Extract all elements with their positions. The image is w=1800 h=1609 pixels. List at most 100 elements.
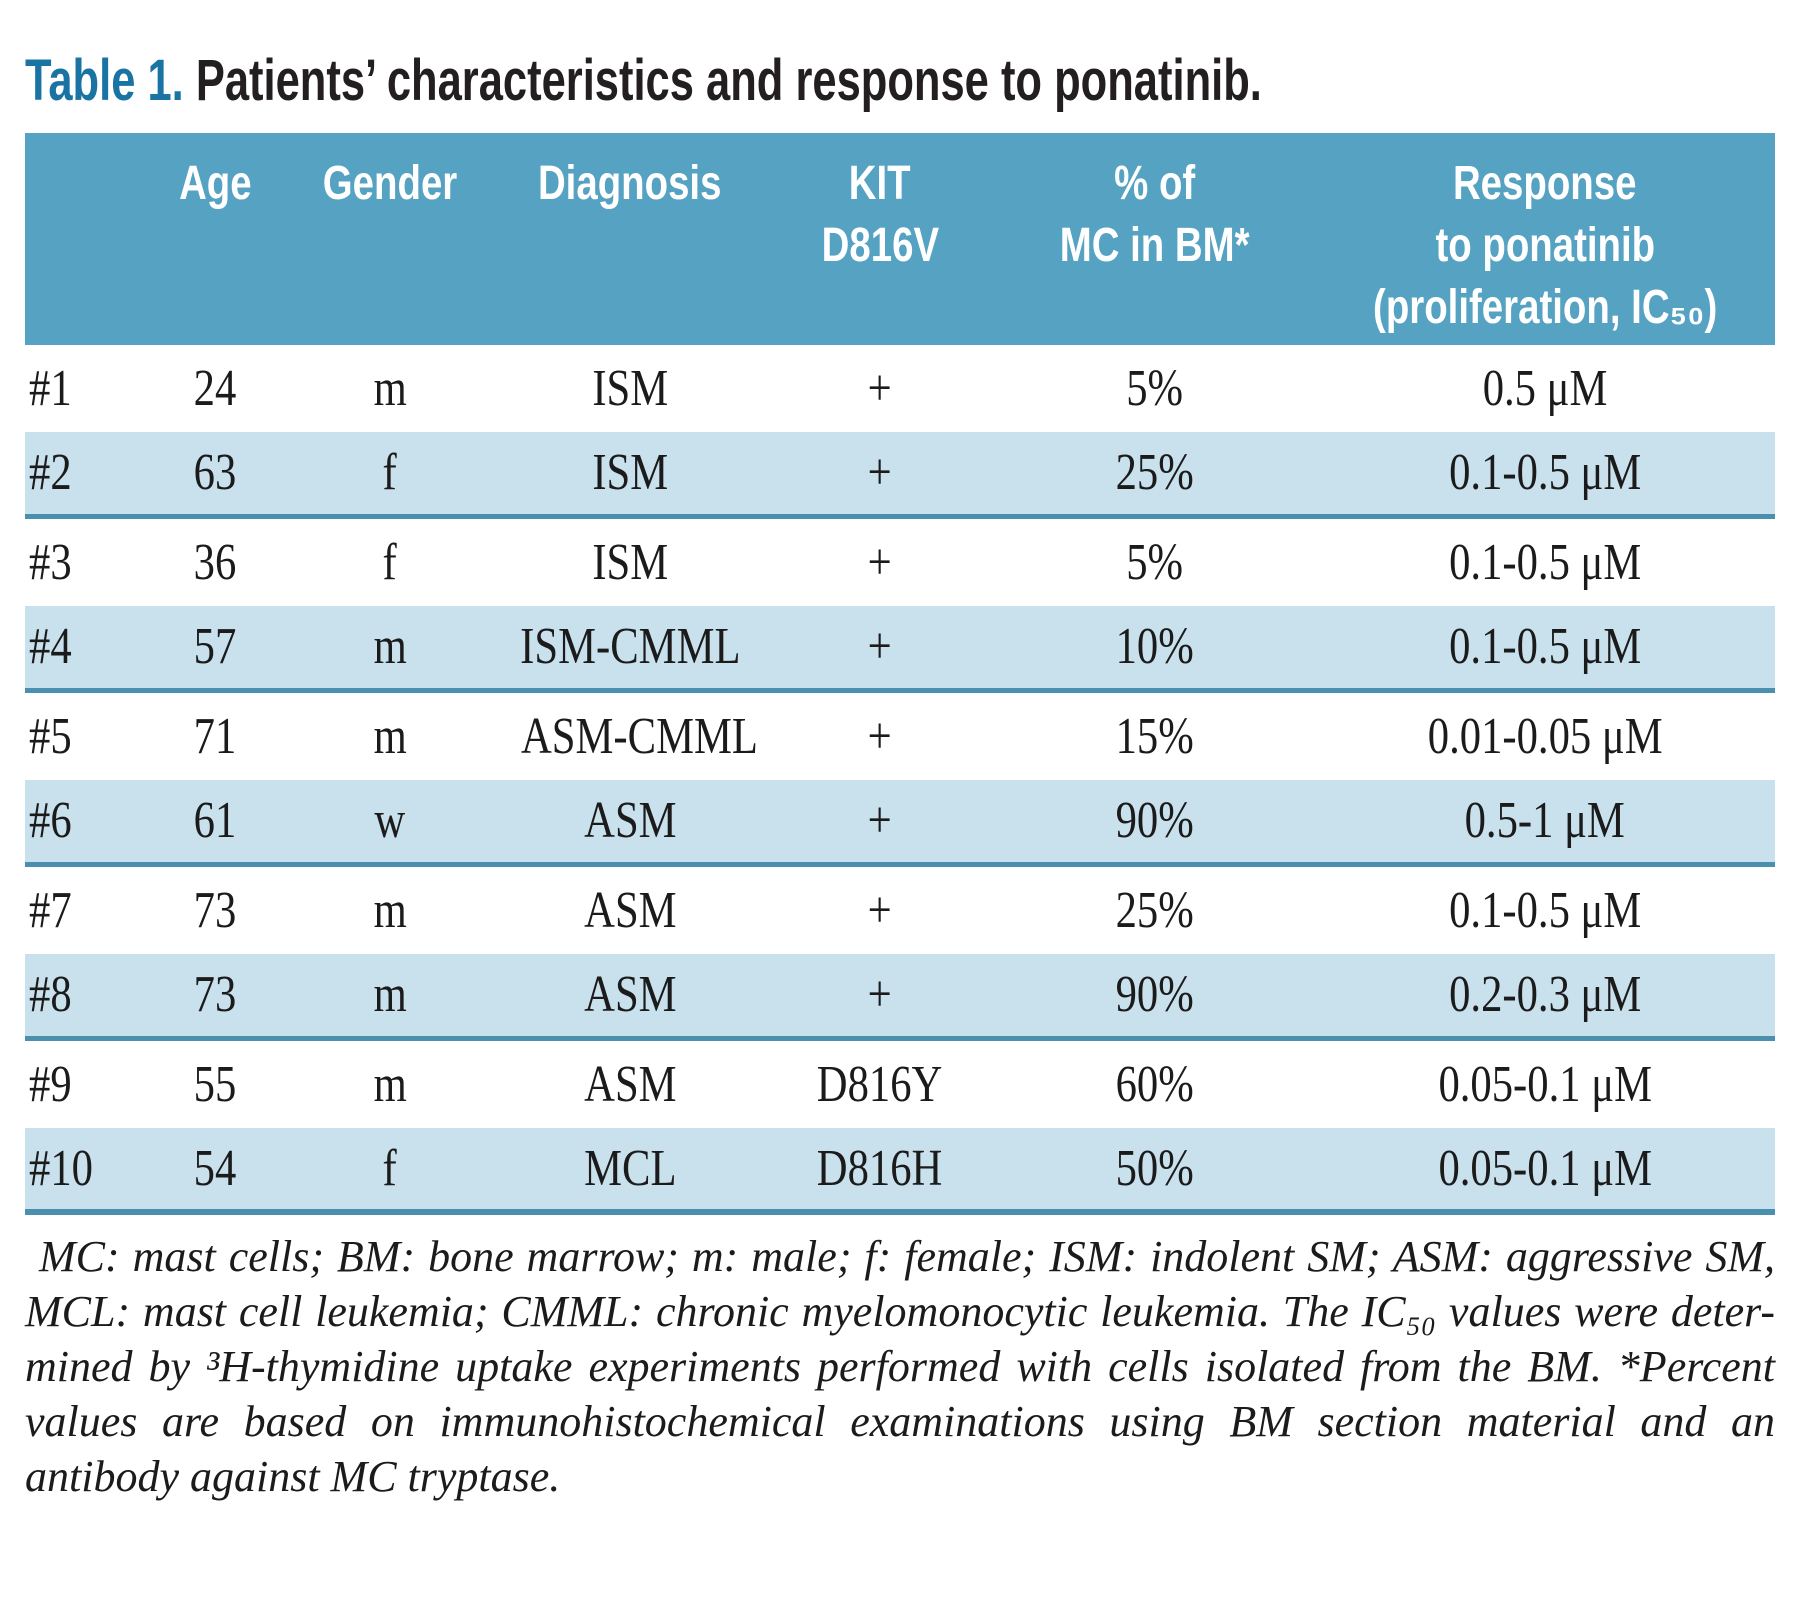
cell-patient-id: #10 (25, 1142, 145, 1195)
footnote-line: values are based on immunohistochemical … (25, 1397, 1775, 1446)
cell-mc-percent: 50% (995, 1139, 1315, 1197)
cell-diagnosis: ASM (495, 1058, 765, 1111)
footnote-line: MC: mast cells; BM: bone marrow; m: male… (39, 1232, 1775, 1281)
cell-age: 73 (145, 884, 285, 937)
cell-text: 10% (1115, 618, 1195, 675)
cell-kit: + (765, 621, 995, 673)
cell-age: 73 (145, 969, 285, 1021)
cell-diagnosis: ISM (495, 362, 765, 415)
cell-gender: m (285, 362, 495, 415)
cell-patient-id: #7 (25, 884, 145, 937)
cell-response: 0.1-0.5 μM (1315, 447, 1775, 499)
cell-patient-id: #9 (25, 1055, 145, 1113)
col-header-patient-id (25, 153, 145, 345)
footnote-line: antibody against MC tryptase. (25, 1452, 561, 1501)
cell-text: m (373, 707, 407, 765)
cell-age: 54 (145, 1139, 285, 1197)
cell-text: #2 (29, 444, 72, 501)
cell-mc-percent: 60% (995, 1055, 1315, 1113)
cell-text: + (867, 359, 893, 417)
cell-text: ASM (583, 966, 677, 1023)
cell-response: 0.1-0.5 μM (1315, 621, 1775, 673)
cell-text: 60% (1115, 1055, 1195, 1113)
cell-text: ISM-CMML (519, 618, 741, 675)
cell-text: ASM (583, 792, 677, 849)
cell-gender: m (285, 884, 495, 937)
cell-text: 0.05-0.1 μM (1438, 1139, 1652, 1197)
cell-text: 36 (193, 533, 237, 591)
cell-diagnosis: ISM (495, 536, 765, 589)
cell-text: #5 (29, 707, 72, 765)
table-row: #1 24 m ISM + 5% 0.5 μM (25, 345, 1775, 432)
col-header-line: % of (1114, 157, 1196, 210)
cell-text: + (867, 444, 893, 501)
cell-diagnosis: ASM (495, 884, 765, 937)
cell-age: 36 (145, 533, 285, 591)
cell-text: 50% (1115, 1139, 1195, 1197)
table-row: #8 73 m ASM + 90% 0.2-0.3 μM (25, 954, 1775, 1041)
cell-text: ASM-CMML (521, 707, 758, 765)
table-title-text: Patients’ characteristics and response t… (183, 48, 1262, 113)
cell-patient-id: #8 (25, 969, 145, 1021)
cell-text: #4 (29, 618, 72, 675)
cell-text: + (867, 881, 893, 939)
cell-text: MCL (583, 1139, 677, 1197)
col-header-mc-percent: % of MC in BM* (995, 153, 1315, 345)
cell-text: m (373, 618, 407, 675)
col-header-kit-d816v: KIT D816V (765, 153, 995, 345)
cell-text: + (867, 792, 893, 849)
cell-age: 63 (145, 447, 285, 499)
cell-text: 0.1-0.5 μM (1448, 444, 1642, 501)
cell-kit: + (765, 795, 995, 847)
col-header-line: KIT (849, 157, 911, 210)
cell-text: 55 (193, 1055, 237, 1113)
cell-text: #1 (29, 359, 72, 417)
cell-text: D816H (817, 1139, 943, 1197)
cell-response: 0.1-0.5 μM (1315, 884, 1775, 937)
cell-response: 0.2-0.3 μM (1315, 969, 1775, 1021)
table-title: Table 1. Patients’ characteristics and r… (25, 50, 1775, 112)
table-title-inner: Table 1. Patients’ characteristics and r… (25, 50, 1262, 112)
cell-text: D816Y (817, 1055, 943, 1113)
table-row: #9 55 m ASM D816Y 60% 0.05-0.1 μM (25, 1041, 1775, 1128)
col-header-line: to ponatinib (1435, 219, 1655, 272)
cell-kit: + (765, 447, 995, 499)
table-row: #4 57 m ISM-CMML + 10% 0.1-0.5 μM (25, 606, 1775, 693)
cell-gender: f (285, 536, 495, 589)
cell-text: 0.1-0.5 μM (1448, 618, 1642, 675)
cell-text: + (867, 618, 893, 675)
table-row: #10 54 f MCL D816H 50% 0.05-0.1 μM (25, 1128, 1775, 1215)
cell-text: 57 (193, 618, 237, 675)
cell-mc-percent: 25% (995, 881, 1315, 939)
cell-diagnosis: ASM (495, 795, 765, 847)
cell-mc-percent: 90% (995, 795, 1315, 847)
col-header-response: Response to ponatinib (proliferation, IC… (1315, 153, 1775, 345)
cell-text: #9 (29, 1055, 72, 1113)
cell-diagnosis: MCL (495, 1139, 765, 1197)
cell-text: 24 (193, 359, 237, 417)
cell-text: 0.01-0.05 μM (1427, 707, 1663, 765)
cell-patient-id: #6 (25, 795, 145, 847)
cell-patient-id: #4 (25, 621, 145, 673)
cell-response: 0.05-0.1 μM (1315, 1139, 1775, 1197)
cell-text: 5% (1126, 359, 1184, 417)
col-header-gender: Gender (285, 153, 495, 345)
cell-patient-id: #3 (25, 536, 145, 589)
cell-text: 25% (1115, 881, 1195, 939)
col-header-line: MC in BM* (1060, 219, 1250, 272)
col-header-line: D816V (821, 219, 939, 272)
cell-mc-percent: 5% (995, 359, 1315, 417)
cell-text: 61 (193, 792, 237, 849)
cell-kit: + (765, 536, 995, 589)
cell-response: 0.1-0.5 μM (1315, 536, 1775, 589)
cell-text: #6 (29, 792, 72, 849)
cell-kit: + (765, 881, 995, 939)
table-row: #7 73 m ASM + 25% 0.1-0.5 μM (25, 867, 1775, 954)
cell-text: 54 (193, 1139, 237, 1197)
cell-kit: D816H (765, 1139, 995, 1197)
cell-text: 71 (193, 707, 237, 765)
table-title-label: Table 1. (25, 48, 184, 113)
col-header-line: Diagnosis (538, 157, 722, 210)
cell-gender: m (285, 1058, 495, 1111)
cell-patient-id: #1 (25, 359, 145, 417)
